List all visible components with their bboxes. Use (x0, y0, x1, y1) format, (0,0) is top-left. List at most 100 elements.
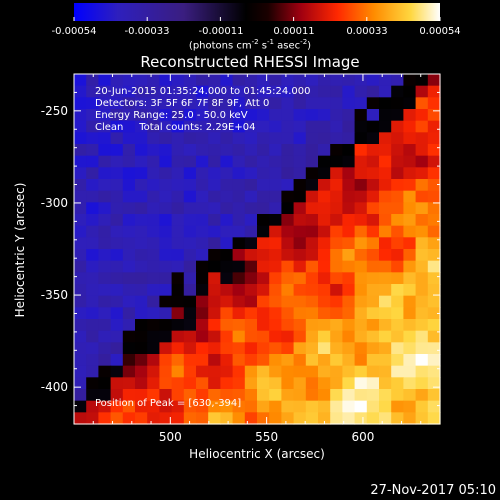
heatmap-cell (427, 295, 441, 308)
heatmap-cell (110, 225, 124, 238)
heatmap-cell (415, 295, 429, 308)
heatmap-cell (330, 412, 343, 425)
heatmap-cell (244, 109, 258, 122)
heatmap-cell (159, 155, 173, 168)
heatmap-cell (135, 400, 148, 413)
heatmap-cell (427, 120, 441, 133)
heatmap-cell (305, 109, 319, 122)
heatmap-cell (171, 389, 185, 402)
heatmap-cell (318, 214, 331, 227)
plot-frame (73, 73, 441, 425)
heatmap-cell (74, 377, 87, 390)
heatmap-cell (196, 295, 209, 308)
heatmap-cell (391, 74, 404, 87)
heatmap-cell (86, 260, 99, 273)
heatmap-cell (330, 155, 343, 168)
heatmap-cell (379, 74, 392, 87)
heatmap-cell (122, 319, 136, 332)
heatmap-cell (98, 74, 112, 87)
heatmap-cell (330, 214, 343, 227)
colorbar-tick-label: -0.00033 (124, 26, 170, 37)
heatmap-cell (147, 400, 160, 413)
heatmap-cell (232, 120, 246, 133)
heatmap-cell (293, 284, 307, 297)
heatmap-cell (86, 307, 99, 320)
heatmap-cell (244, 225, 258, 238)
heatmap-cell (427, 214, 441, 227)
heatmap-cell (232, 260, 246, 273)
heatmap-cell (281, 295, 295, 308)
heatmap-cell (110, 132, 124, 145)
heatmap-cell (147, 319, 160, 332)
heatmap-cell (171, 307, 185, 320)
heatmap-cell (403, 97, 417, 110)
heatmap-cell (342, 132, 356, 145)
heatmap-cell (232, 144, 246, 157)
x-tick-label: 500 (158, 430, 182, 444)
heatmap-cell (183, 214, 197, 227)
heatmap-cell (415, 272, 429, 285)
heatmap-cell (427, 109, 441, 122)
heatmap-cell (183, 179, 197, 192)
heatmap-cell (427, 400, 441, 413)
heatmap-cell (354, 284, 368, 297)
heatmap-cell (122, 365, 136, 378)
heatmap-cell (196, 377, 209, 390)
heatmap-cell (403, 354, 417, 367)
heatmap-cell (318, 179, 331, 192)
heatmap-cell (354, 365, 368, 378)
heatmap-cell (391, 330, 404, 343)
heatmap-cell (147, 202, 160, 215)
heatmap-cell (232, 354, 246, 367)
heatmap-cell (110, 260, 124, 273)
heatmap-cell (110, 365, 124, 378)
heatmap-cell (244, 354, 258, 367)
heatmap-cell (74, 214, 87, 227)
heatmap-cell (110, 319, 124, 332)
heatmap-cell (208, 319, 221, 332)
heatmap-cell (293, 132, 307, 145)
heatmap-cell (305, 237, 319, 250)
heatmap-cell (391, 389, 404, 402)
heatmap-cell (110, 412, 124, 425)
heatmap-cell (366, 155, 380, 168)
heatmap-cell (318, 319, 331, 332)
heatmap-cell (379, 202, 392, 215)
heatmap-cell (391, 132, 404, 145)
heatmap-cell (293, 249, 307, 262)
heatmap-cell (183, 354, 197, 367)
heatmap-cell (427, 249, 441, 262)
heatmap-cell (379, 389, 392, 402)
heatmap-cell (415, 144, 429, 157)
heatmap-cell (208, 365, 221, 378)
heatmap-cell (110, 400, 124, 413)
heatmap-cell (74, 342, 87, 355)
heatmap-cell (354, 179, 368, 192)
heatmap-cell (269, 400, 282, 413)
heatmap-cell (415, 319, 429, 332)
heatmap-cell (232, 365, 246, 378)
heatmap-cell (159, 132, 173, 145)
colorbar-tick-label: -0.00011 (198, 26, 244, 37)
heatmap-cell (269, 330, 282, 343)
heatmap-cell (98, 307, 112, 320)
heatmap-cell (183, 330, 197, 343)
heatmap-cell (196, 109, 209, 122)
heatmap-cell (171, 319, 185, 332)
heatmap-cell (208, 412, 221, 425)
heatmap-cell (220, 412, 234, 425)
heatmap-cell (220, 190, 234, 203)
heatmap-cell (110, 342, 124, 355)
heatmap-cell (293, 377, 307, 390)
heatmap-cell (232, 272, 246, 285)
heatmap-cell (366, 272, 380, 285)
heatmap-cell (171, 109, 185, 122)
heatmap-cell (74, 237, 87, 250)
heatmap-cell (244, 132, 258, 145)
heatmap-cell (281, 120, 295, 133)
heatmap-cell (171, 167, 185, 180)
heatmap-cell (354, 319, 368, 332)
heatmap-cell (366, 307, 380, 320)
heatmap-cell (110, 237, 124, 250)
heatmap-cell (135, 97, 148, 110)
